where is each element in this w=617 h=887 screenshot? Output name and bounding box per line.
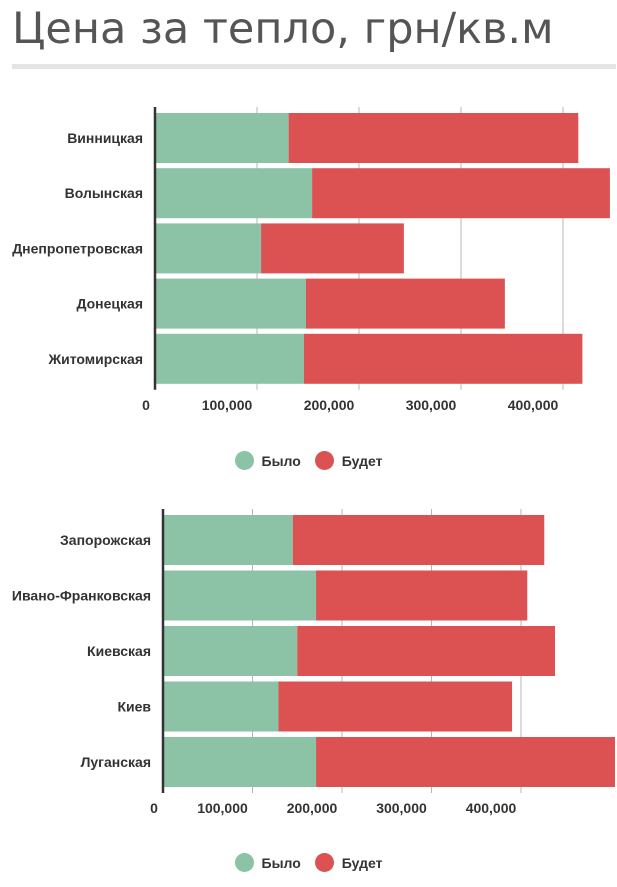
x-tick-label: 100,000 [197,800,248,816]
bar-was [155,113,289,163]
category-label: Ивано-Франковская [12,588,151,604]
category-label: Житомирская [47,351,143,367]
category-label: Запорожская [60,532,151,548]
legend-label-was: Было [261,452,301,469]
page-title: Цена за тепло, грн/кв.м [12,4,554,54]
legend-item-will-be[interactable]: Будет [314,853,383,872]
bar-was [155,333,304,384]
bar-was [155,278,306,329]
bar-was [163,570,317,621]
x-tick-label: 300,000 [376,800,427,816]
bar-was [155,168,313,219]
category-label: Донецкая [76,296,143,312]
bar-will-be [312,168,610,219]
bar-was [163,737,317,787]
legend-label-was: Было [261,854,301,871]
category-label: Луганская [81,754,151,770]
bar-will-be [305,278,505,329]
legend-item-was[interactable]: Было [234,853,301,872]
chart-1-legend: Было Будет [0,451,617,470]
category-label: Винницкая [67,130,143,146]
x-tick-label: 400,000 [508,397,559,413]
bar-will-be [316,570,528,621]
category-label: Киев [117,699,151,715]
bar-chart-2: Запорожская Ивано-Франковская Киевская Киев… [12,509,615,816]
x-tick-label: 0 [142,397,150,413]
bar-will-be [261,223,404,274]
bar-was [163,515,293,565]
bar-will-be [297,626,556,676]
title-underline [12,64,616,69]
category-label: Днепропетровская [12,240,143,256]
bar-was [163,626,298,676]
legend-swatch-will-be [314,451,334,470]
legend-label-will-be: Будет [341,452,383,469]
legend-swatch-was [234,451,254,470]
x-tick-label: 200,000 [304,397,355,413]
legend-item-will-be[interactable]: Будет [314,451,383,470]
legend-label-will-be: Будет [341,854,383,871]
bar-was [163,681,279,732]
category-label: Волынская [65,185,143,201]
x-tick-label: 0 [150,800,158,816]
chart-2-legend: Было Будет [0,853,617,872]
x-tick-label: 400,000 [466,800,517,816]
x-tick-label: 300,000 [406,397,457,413]
category-label: Киевская [87,643,151,659]
bar-will-be [278,681,513,732]
x-tick-label: 200,000 [287,800,338,816]
bar-will-be [303,333,583,384]
bar-chart-1: Винницкая Волынская Днепропетровская Донецк… [12,107,610,413]
bar-will-be [292,515,545,565]
x-tick-label: 100,000 [202,397,253,413]
bar-will-be [288,113,579,163]
bar-will-be [316,737,615,787]
bar-was [155,223,262,274]
legend-swatch-will-be [314,853,334,872]
legend-swatch-was [234,853,254,872]
legend-item-was[interactable]: Было [234,451,301,470]
